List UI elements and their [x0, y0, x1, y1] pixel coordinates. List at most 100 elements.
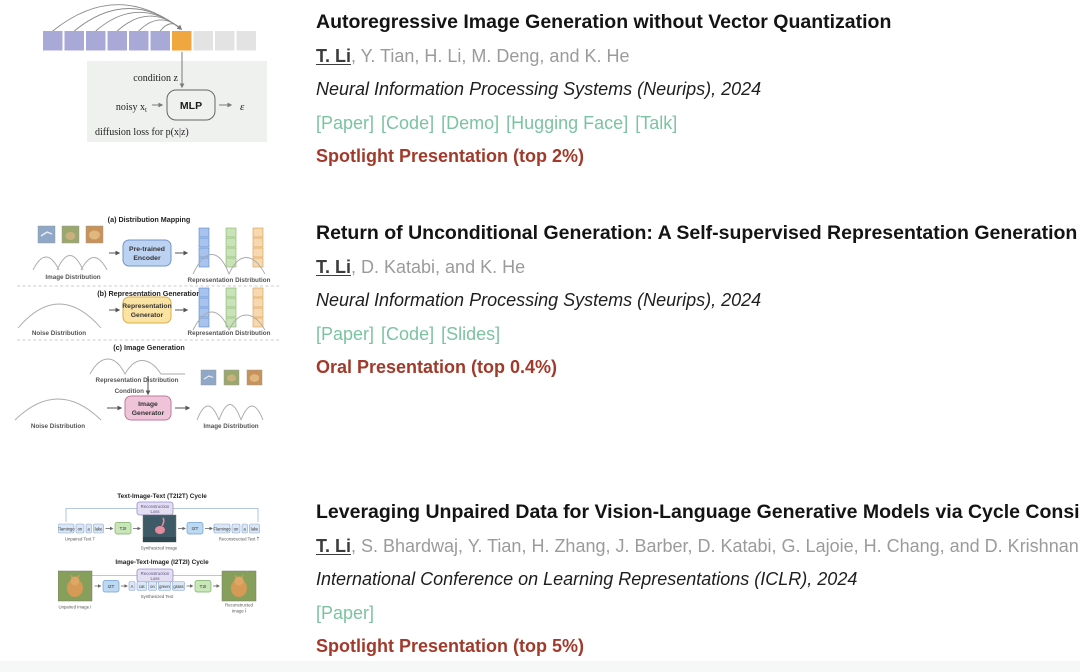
- token-square-empty: [215, 31, 235, 51]
- token-square-empty: [193, 31, 213, 51]
- i2t-label: I2T: [108, 584, 115, 590]
- pretrained-encoder-box: [122, 239, 172, 267]
- loss-label-1: Reconstruction: [141, 571, 170, 576]
- svg-text:green: green: [159, 584, 170, 589]
- t2i-label: T2I: [200, 584, 207, 590]
- token-square-purple: [150, 31, 170, 51]
- i2t-box: [186, 522, 204, 535]
- unpaired-cat-image: [57, 570, 93, 602]
- section-c-title: (c) Image Generation: [113, 343, 185, 352]
- image-distribution-curve-c: [196, 404, 264, 421]
- synthesized-image-label: Synthesized Image: [141, 546, 178, 551]
- synthesized-text-tokens: A cat on green grass: [128, 581, 185, 591]
- sample-images-c: [200, 369, 263, 386]
- image-generator-box: [124, 395, 172, 421]
- imggen-label-1: Image: [138, 401, 158, 408]
- imggen-label-2: Generator: [132, 410, 165, 417]
- slides-link[interactable]: [Slides]: [441, 323, 501, 344]
- award-label: Spotlight Presentation (top 5%): [316, 636, 584, 656]
- token-square-purple: [129, 31, 149, 51]
- loss-label-2: Loss: [150, 576, 159, 581]
- t2i-box: [114, 522, 132, 535]
- representation-curve-c: [89, 358, 185, 375]
- attention-arcs: [52, 4, 182, 32]
- author-list: , S. Bhardwaj, Y. Tian, H. Zhang, J. Bar…: [351, 535, 1079, 556]
- paper-link[interactable]: [Paper]: [316, 602, 375, 623]
- section-b-title: (b) Representation Generation: [97, 289, 200, 298]
- code-link[interactable]: [Code]: [381, 112, 435, 133]
- mlp-box: [166, 89, 216, 121]
- representation-distribution-label-a: Representation Distribution: [188, 277, 271, 284]
- repgen-label-1: Representation: [122, 303, 171, 310]
- token-sequence: [43, 31, 256, 51]
- noise-distribution-label-c: Noise Distribution: [31, 423, 85, 430]
- svg-text:lake: lake: [95, 526, 103, 531]
- reconstructed-text-label: Reconstructed Text T̂: [219, 537, 260, 542]
- svg-text:grass: grass: [173, 584, 183, 589]
- paper-links: [Paper] [Code] [Slides]: [316, 318, 1080, 352]
- paper-venue: International Conference on Learning Rep…: [316, 569, 858, 589]
- author-highlight: T. Li: [316, 45, 351, 66]
- text-tokens-right: Flamingo on a lake: [213, 523, 260, 534]
- publication-entry-1: Autoregressive Image Generation without …: [316, 6, 891, 174]
- paper-authors: T. Li, Y. Tian, H. Li, M. Deng, and K. H…: [316, 40, 891, 74]
- synthesized-text-label: Synthesized Text: [141, 594, 174, 599]
- noise-curve-c: [14, 398, 102, 421]
- token-square-purple: [64, 31, 84, 51]
- author-highlight: T. Li: [316, 256, 351, 277]
- reconstructed-image-label-1: Reconstructed: [225, 603, 253, 608]
- token-square-empty: [236, 31, 256, 51]
- reconstructed-cat-image: [221, 570, 257, 602]
- section-a-title: (a) Distribution Mapping: [108, 215, 191, 224]
- author-list: , D. Katabi, and K. He: [351, 256, 526, 277]
- talk-link[interactable]: [Talk]: [635, 112, 678, 133]
- token-square-purple: [107, 31, 127, 51]
- svg-text:A: A: [131, 584, 134, 589]
- sample-images-a: [37, 225, 104, 244]
- synthesized-flamingo-image: [142, 514, 177, 543]
- code-link[interactable]: [Code]: [381, 323, 435, 344]
- svg-text:a: a: [244, 526, 247, 531]
- paper-link[interactable]: [Paper]: [316, 112, 375, 133]
- diffusion-loss-figure: condition z MLP noisy xt ε diffusion los…: [43, 4, 267, 142]
- condition-label: Condition: [115, 388, 145, 395]
- huggingface-link[interactable]: [Hugging Face]: [506, 112, 629, 133]
- paper-link[interactable]: [Paper]: [316, 323, 375, 344]
- paper-links: [Paper]: [316, 597, 1080, 631]
- svg-text:lake: lake: [251, 526, 259, 531]
- representation-curve-b: [192, 311, 266, 332]
- noisy-label: noisy xt: [116, 102, 147, 114]
- paper-authors: T. Li, S. Bhardwaj, Y. Tian, H. Zhang, J…: [316, 530, 1080, 564]
- representation-distribution-label-b: Representation Distribution: [188, 330, 271, 337]
- svg-text:Flamingo: Flamingo: [213, 526, 231, 531]
- paper-venue: Neural Information Processing Systems (N…: [316, 79, 762, 99]
- footer-band: [0, 661, 1080, 672]
- representation-stacks-a: [198, 227, 264, 268]
- encoder-label-2: Encoder: [133, 255, 161, 262]
- author-list: , Y. Tian, H. Li, M. Deng, and K. He: [351, 45, 630, 66]
- paper-title: Leveraging Unpaired Data for Vision-Lang…: [316, 501, 1080, 523]
- mlp-label: MLP: [180, 100, 202, 112]
- condition-label: condition z: [133, 73, 178, 84]
- t2i2t-title: Text-Image-Text (T2I2T) Cycle: [117, 493, 207, 500]
- loss-label-1: Reconstruction: [141, 504, 170, 509]
- repgen-label-2: Generator: [131, 312, 164, 319]
- loss-label-2: Loss: [150, 509, 159, 514]
- i2t-box: [102, 580, 120, 593]
- i2t2i-title: Image-Text-Image (I2T2I) Cycle: [115, 559, 209, 566]
- itit-figure: Text-Image-Text (T2I2T) Cycle Reconstruc…: [57, 493, 260, 614]
- publication-3-thumbnail: Text-Image-Text (T2I2T) Cycle Reconstruc…: [57, 491, 291, 640]
- demo-link[interactable]: [Demo]: [441, 112, 500, 133]
- image-distribution-curve: [32, 255, 108, 271]
- svg-text:on: on: [150, 584, 155, 589]
- svg-text:on: on: [234, 526, 239, 531]
- unpaired-image-label: Unpaired Image I: [59, 605, 92, 610]
- author-highlight: T. Li: [316, 535, 351, 556]
- representation-distribution-label-c: Representation Distribution: [96, 377, 179, 384]
- diffusion-loss-label: diffusion loss for p(x|z): [95, 127, 189, 138]
- unpaired-text-label: Unpaired Text T: [65, 537, 96, 542]
- epsilon-label: ε: [240, 101, 245, 113]
- representation-stacks-b: [198, 287, 264, 328]
- t2i-label: T2I: [120, 526, 127, 532]
- publication-1-thumbnail: condition z MLP noisy xt ε diffusion los…: [42, 4, 270, 154]
